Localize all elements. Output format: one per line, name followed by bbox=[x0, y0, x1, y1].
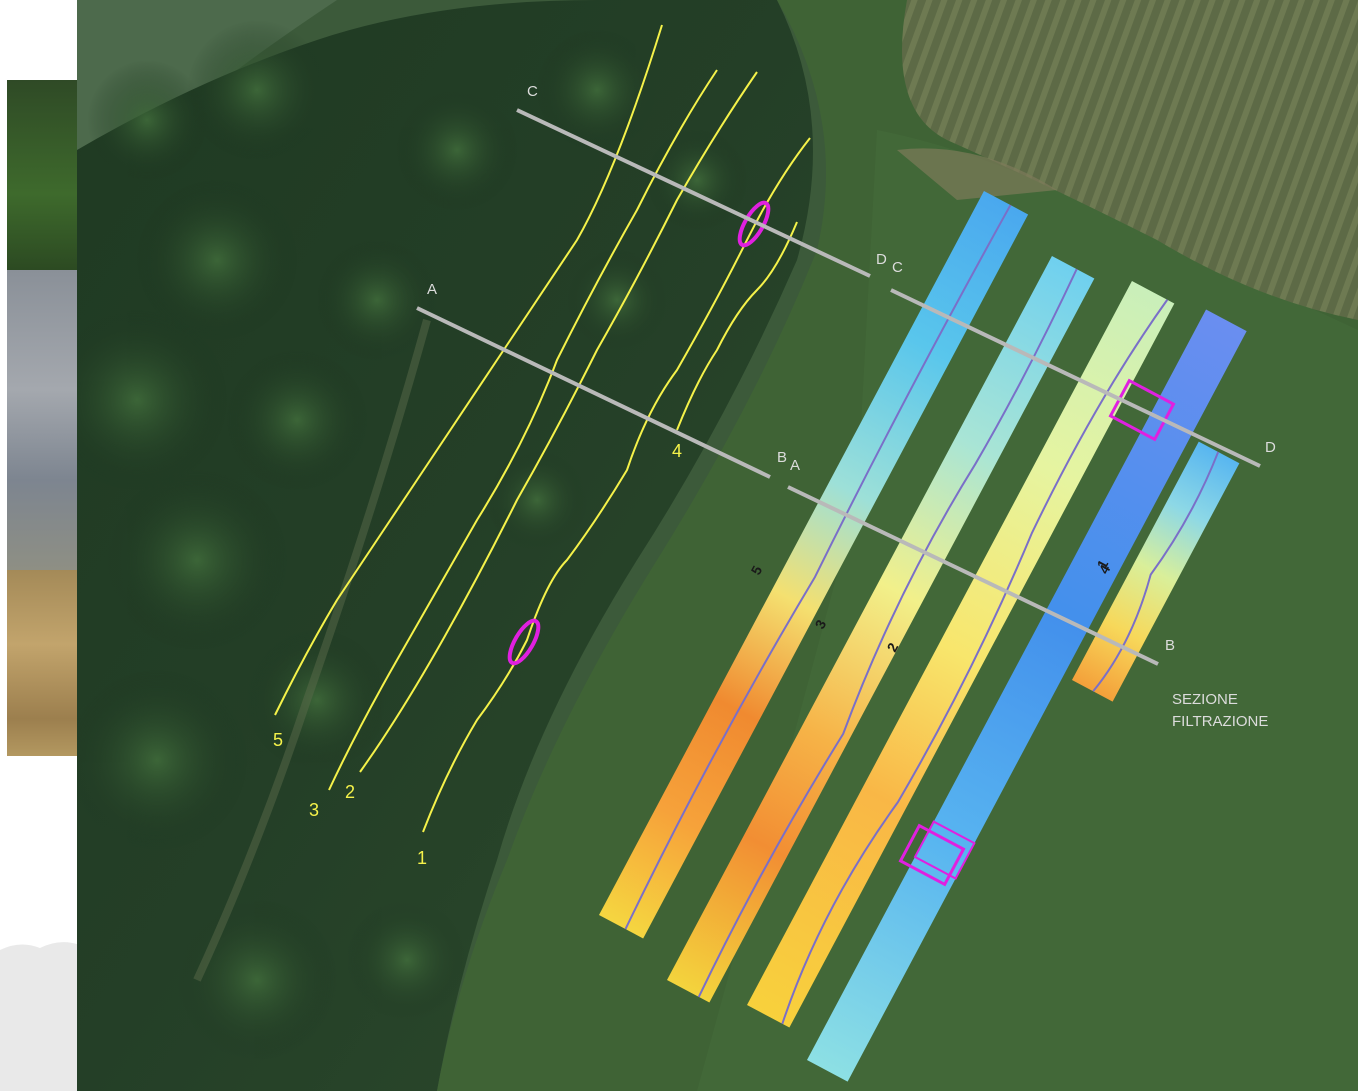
section-label-c: C bbox=[892, 259, 903, 276]
survey-label-5: 5 bbox=[273, 730, 283, 750]
section-label-a: A bbox=[427, 281, 437, 298]
section-line-cd-west bbox=[516, 108, 871, 278]
profile-strip-2 bbox=[747, 280, 1175, 1028]
aerial-map: A B C D A B C D 1 2 3 4 5 5 3 2 1 4 SEZI… bbox=[77, 0, 1358, 1091]
anomaly-box bbox=[898, 823, 966, 887]
anomaly-marker bbox=[507, 618, 541, 666]
survey-line-3 bbox=[328, 69, 718, 791]
section-line-cd-east bbox=[890, 288, 1261, 468]
section-lines bbox=[416, 108, 1261, 666]
survey-line-4 bbox=[676, 221, 798, 431]
section-label-d: D bbox=[1265, 439, 1276, 456]
survey-line-1 bbox=[422, 137, 811, 833]
survey-label-3: 3 bbox=[309, 800, 319, 820]
section-label-c: C bbox=[527, 83, 538, 100]
profile-strip-3 bbox=[667, 255, 1095, 1003]
survey-lines bbox=[274, 24, 811, 833]
caption-line-1: SEZIONE bbox=[1172, 691, 1238, 708]
profile-strip-1 bbox=[807, 309, 1247, 1082]
profile-strips bbox=[599, 190, 1247, 1082]
section-line-ab-east bbox=[787, 485, 1159, 666]
background-photo bbox=[7, 80, 79, 756]
section-label-a: A bbox=[790, 457, 800, 474]
survey-line-5 bbox=[274, 24, 663, 716]
section-line-ab-west bbox=[416, 306, 771, 479]
map-canvas: A B C D A B C D 1 2 3 4 5 5 3 2 1 4 SEZI… bbox=[77, 0, 1358, 1091]
profile-strip-5 bbox=[599, 190, 1029, 939]
section-label-d: D bbox=[876, 251, 887, 268]
profile-strip-4 bbox=[1072, 441, 1240, 702]
survey-label-1: 1 bbox=[417, 848, 427, 868]
survey-label-4: 4 bbox=[672, 441, 682, 461]
section-label-b: B bbox=[777, 449, 787, 466]
survey-label-2: 2 bbox=[345, 782, 355, 802]
background-shape bbox=[0, 942, 80, 1091]
section-label-b: B bbox=[1165, 637, 1175, 654]
caption-line-2: FILTRAZIONE bbox=[1172, 713, 1268, 730]
